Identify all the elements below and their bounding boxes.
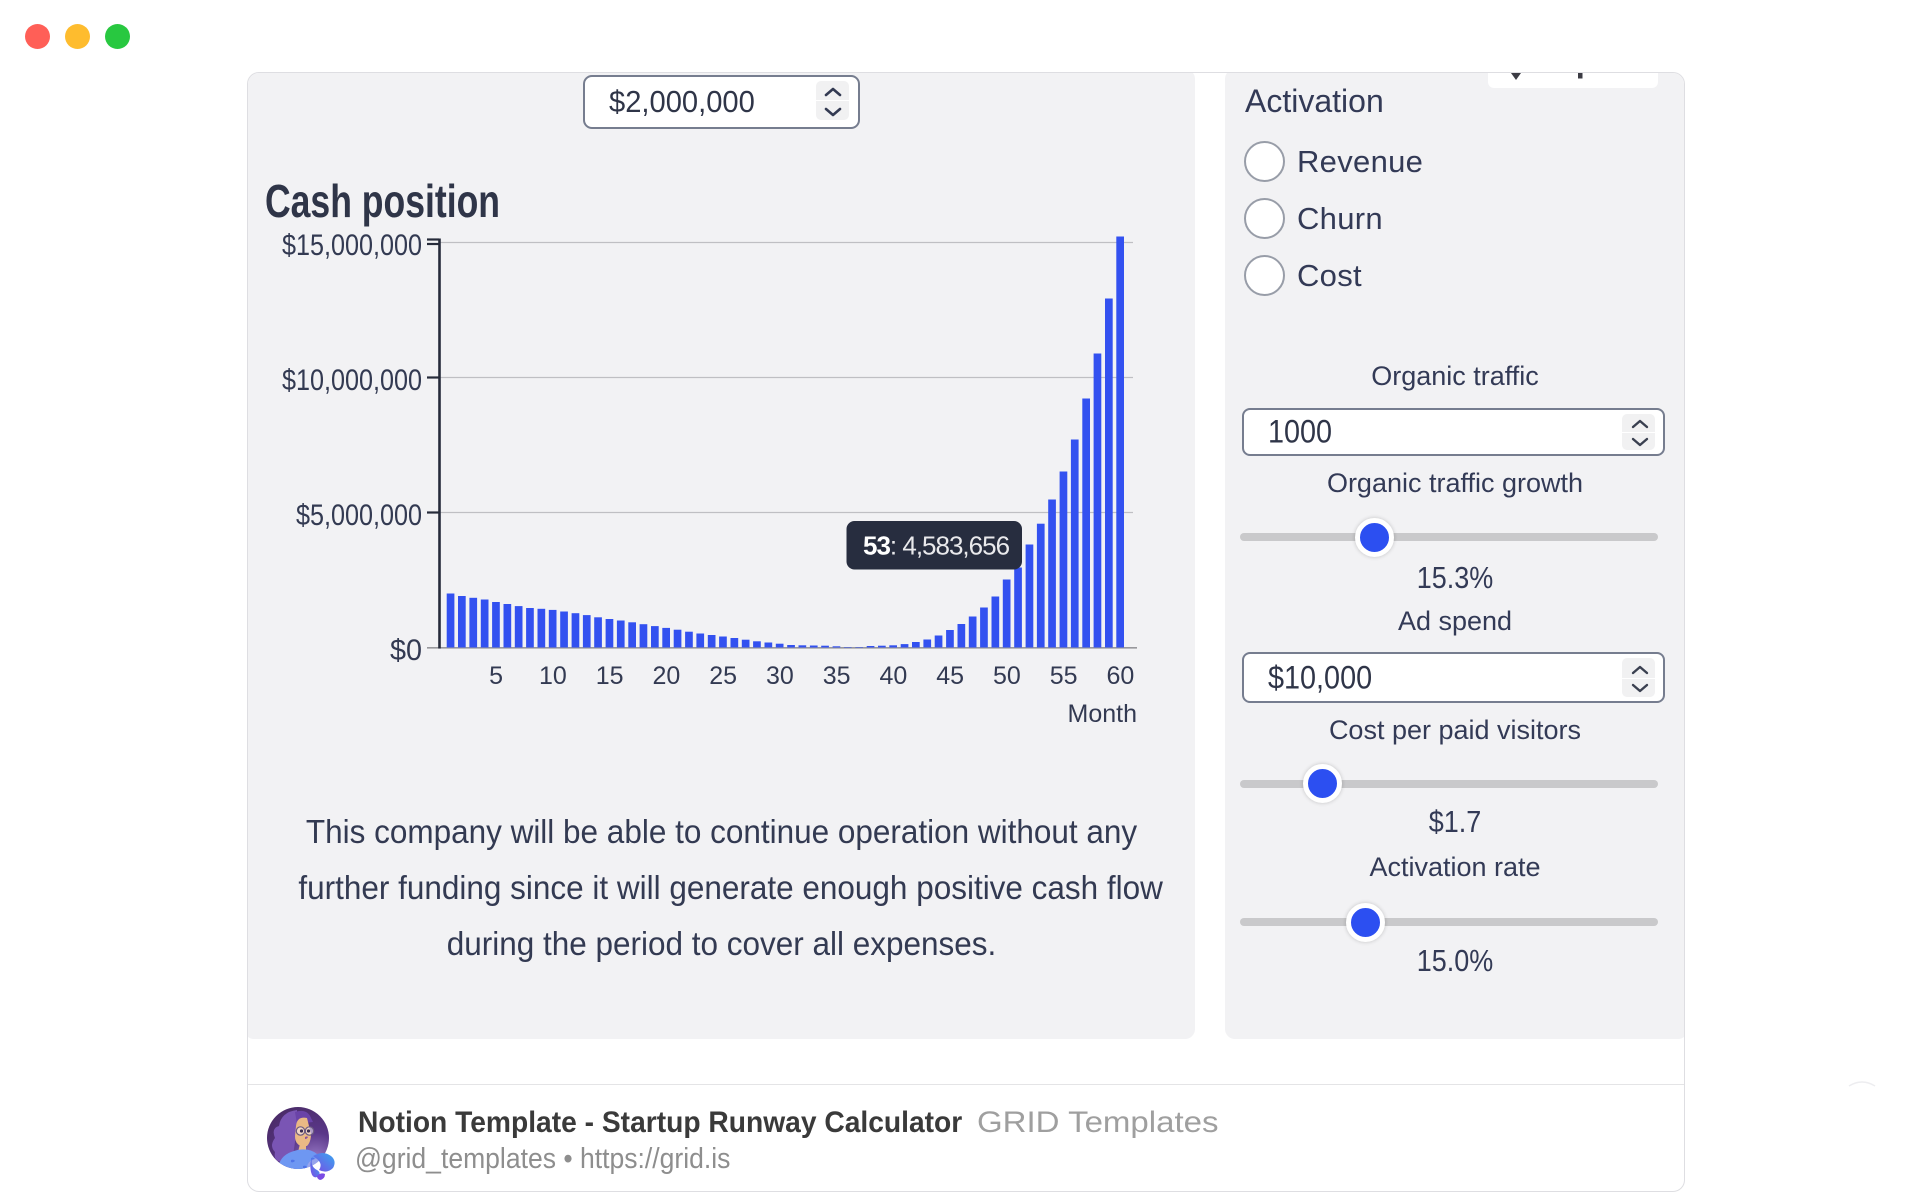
svg-text:$5,000,000: $5,000,000 <box>296 499 422 532</box>
svg-text:50: 50 <box>993 662 1021 690</box>
svg-text:25: 25 <box>709 662 737 690</box>
svg-text:5: 5 <box>489 662 503 690</box>
svg-text:$0: $0 <box>390 634 422 667</box>
svg-text:45: 45 <box>936 662 964 690</box>
svg-text:20: 20 <box>652 662 680 690</box>
svg-text:40: 40 <box>879 662 907 690</box>
svg-text:30: 30 <box>766 662 794 690</box>
svg-text:55: 55 <box>1050 662 1078 690</box>
svg-text:53: 4,583,656: 53: 4,583,656 <box>863 531 1010 561</box>
svg-text:10: 10 <box>539 662 567 690</box>
svg-text:15: 15 <box>596 662 624 690</box>
svg-text:$15,000,000: $15,000,000 <box>282 229 422 262</box>
svg-text:60: 60 <box>1106 662 1134 690</box>
svg-text:35: 35 <box>823 662 851 690</box>
svg-text:Month: Month <box>1068 700 1137 728</box>
svg-text:$10,000,000: $10,000,000 <box>282 364 422 397</box>
svg-text:Cash position: Cash position <box>265 177 500 227</box>
